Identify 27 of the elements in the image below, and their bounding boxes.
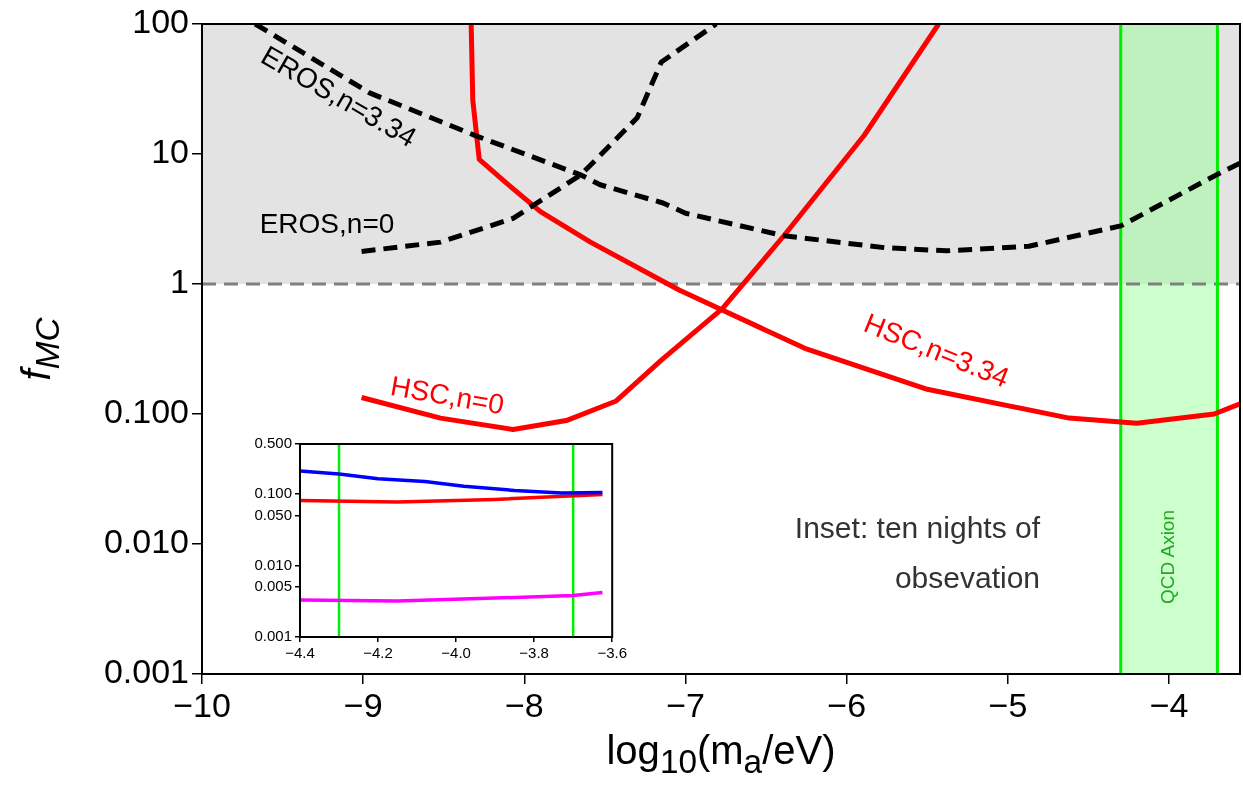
band-label: QCD Axion [1157, 510, 1179, 604]
y-tick-label: 0.001 [254, 627, 292, 645]
x-tick-label: −3.6 [597, 644, 628, 662]
x-tick-label: −9 [343, 685, 383, 724]
x-tick-label: −8 [504, 685, 544, 724]
x-tick-label: −5 [988, 685, 1028, 724]
x-tick-label: −4.2 [363, 644, 393, 662]
y-tick-label: 0.100 [103, 392, 189, 431]
y-tick-label: 0.010 [254, 555, 292, 573]
x-tick-label: −6 [827, 685, 867, 724]
x-tick-label: −4 [1149, 685, 1189, 724]
y-tick-label: 0.500 [254, 434, 292, 452]
y-tick-label: 0.010 [103, 522, 189, 561]
x-tick-label: −3.8 [519, 644, 549, 662]
series-label: EROS,n=0 [259, 207, 395, 239]
x-tick-label: −4.0 [441, 644, 471, 662]
x-tick-label: −4.4 [285, 644, 315, 662]
y-tick-label: 10 [151, 132, 189, 171]
x-tick-label: −7 [666, 685, 705, 724]
y-tick-label: 100 [132, 2, 189, 41]
x-axis-title: log$_{10}$(m$_{a}$/eV) [605, 728, 837, 781]
text: HSC,n=0 [388, 370, 507, 421]
y-tick-label: 1 [170, 262, 189, 301]
annotation: Inset: ten nights of obsevation [794, 511, 1041, 595]
y-tick-label: 0.050 [254, 505, 292, 523]
y-tick-label: 0.005 [254, 577, 292, 595]
y-tick-label: 0.100 [254, 484, 292, 502]
